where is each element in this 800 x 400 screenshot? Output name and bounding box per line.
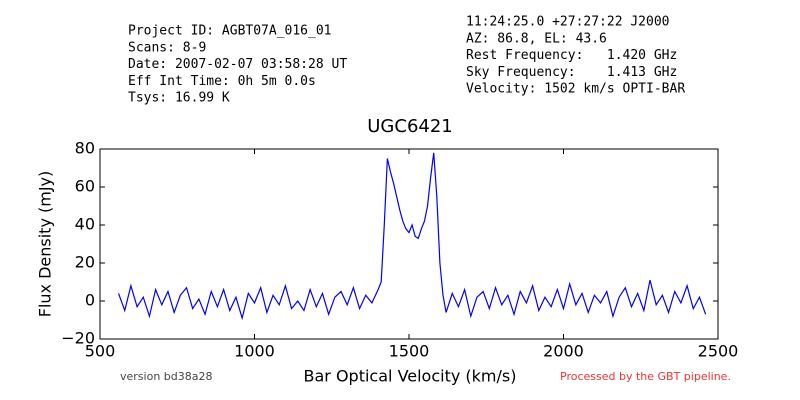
x-tick-label: 2500 (698, 342, 739, 361)
header-line: Scans: 8-9 (128, 40, 206, 55)
header-line: Date: 2007-02-07 03:58:28 UT (128, 57, 347, 72)
x-tick-label: 2000 (543, 342, 584, 361)
header-line: Eff Int Time: 0h 5m 0.0s (128, 74, 316, 89)
x-axis-label: Bar Optical Velocity (km/s) (304, 367, 517, 386)
header-line: Sky Frequency: 1.413 GHz (466, 65, 677, 80)
y-tick-label: 60 (75, 177, 95, 196)
plot-frame (99, 148, 719, 340)
x-tick-label: 1500 (389, 342, 430, 361)
x-tick-label: 1000 (234, 342, 275, 361)
header-line: Project ID: AGBT07A_016_01 (128, 24, 332, 39)
pipeline-note: Processed by the GBT pipeline. (560, 370, 731, 383)
chart-title: UGC6421 (367, 116, 453, 137)
x-tick-label: 500 (85, 342, 116, 361)
y-tick-label: 40 (75, 215, 95, 234)
y-axis-label: Flux Density (mJy) (36, 171, 55, 318)
header-line: Tsys: 16.99 K (128, 91, 230, 106)
version: version bd38a28 (120, 370, 213, 383)
y-tick-label: 0 (85, 291, 95, 310)
header-line: AZ: 86.8, EL: 43.6 (466, 31, 607, 46)
y-tick-label: −20 (61, 329, 95, 348)
header-line: Velocity: 1502 km/s OPTI-BAR (466, 82, 685, 97)
spectrum-line (117, 152, 707, 321)
y-tick-label: 80 (75, 139, 95, 158)
y-tick-label: 20 (75, 253, 95, 272)
header-line: 11:24:25.0 +27:27:22 J2000 (466, 15, 670, 30)
header-line: Rest Frequency: 1.420 GHz (466, 48, 677, 63)
